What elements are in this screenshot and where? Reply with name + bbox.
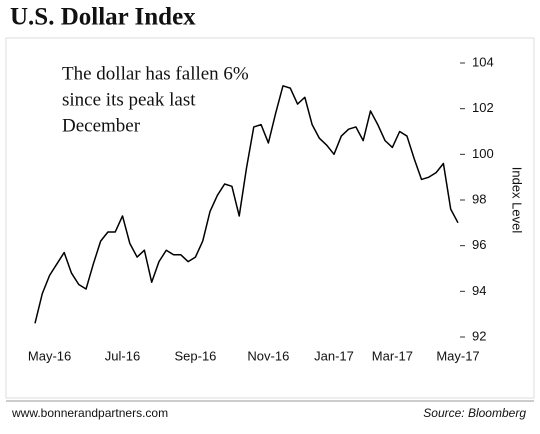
y-axis-title: Index Level bbox=[510, 167, 525, 234]
x-tick-label: Sep-16 bbox=[174, 348, 216, 363]
y-tick-label: 94 bbox=[472, 283, 486, 298]
y-tick-label: 104 bbox=[472, 54, 494, 69]
frame bbox=[5, 37, 535, 399]
x-tick-label: Jan-17 bbox=[314, 348, 354, 363]
source: Source: Bloomberg bbox=[423, 406, 526, 420]
annotation: December bbox=[62, 115, 141, 136]
y-tick-label: 102 bbox=[472, 100, 494, 115]
annotation: since its peak last bbox=[62, 89, 196, 110]
y-tick-label: 100 bbox=[472, 146, 494, 161]
x-tick-label: Mar-17 bbox=[372, 348, 413, 363]
x-tick-label: Jul-16 bbox=[105, 348, 140, 363]
y-tick-label: 96 bbox=[472, 237, 486, 252]
y-tick-label: 98 bbox=[472, 191, 486, 206]
x-tick-label: Nov-16 bbox=[247, 348, 289, 363]
x-tick-label: May-17 bbox=[436, 348, 479, 363]
website: www.bonnerandpartners.com bbox=[11, 406, 168, 420]
x-tick-label: May-16 bbox=[28, 348, 71, 363]
y-tick-label: 92 bbox=[472, 328, 486, 343]
line-series bbox=[34, 85, 459, 324]
chart-title: U.S. Dollar Index bbox=[10, 4, 196, 31]
annotation: The dollar has fallen 6% bbox=[62, 63, 249, 84]
